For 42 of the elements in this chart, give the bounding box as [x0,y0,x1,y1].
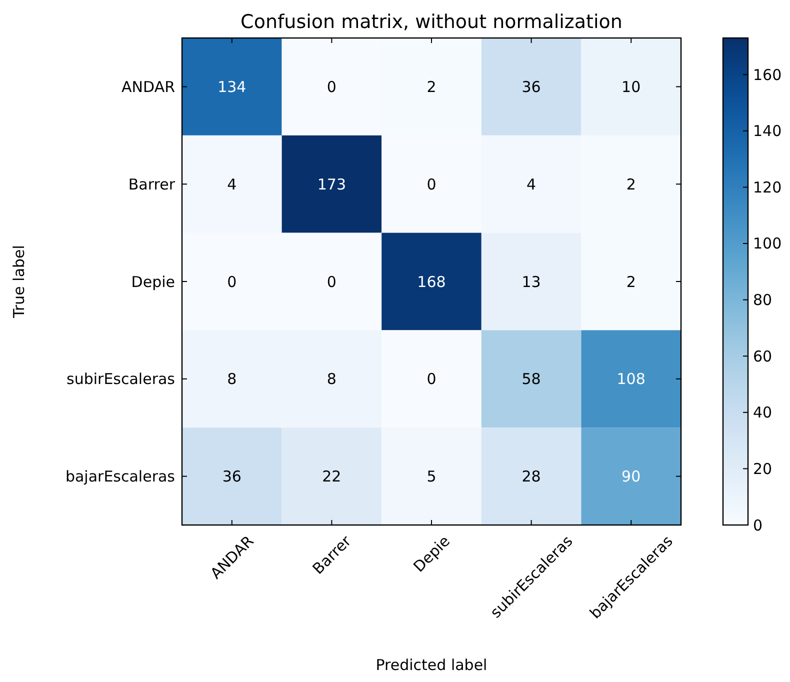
y-tick-label: Barrer [128,175,176,194]
x-axis-title: Predicted label [376,656,488,674]
color-bar-label: 60 [753,347,772,366]
data-label: 8 [227,370,237,388]
data-label: 2 [626,175,636,194]
data-label: 13 [522,272,541,291]
color-bar-label: 20 [753,460,772,478]
color-bar-label: 40 [753,404,772,422]
data-label: 4 [227,175,237,194]
data-label: 0 [426,370,436,388]
data-label: 58 [522,370,541,388]
y-tick-label: subirEscaleras [66,370,176,388]
y-tick-label: bajarEscaleras [65,468,176,486]
chart-title: Confusion matrix, without normalization [240,11,622,33]
data-label: 2 [426,78,436,96]
color-bar-label: 0 [753,516,763,534]
data-label: 5 [426,468,436,486]
data-label: 10 [622,78,641,96]
y-axis-title: True label [10,245,28,319]
color-bar-label: 140 [753,122,782,140]
color-bar-label: 80 [753,291,772,310]
data-label: 168 [417,272,446,291]
y-tick-label: ANDAR [122,78,175,96]
data-label: 108 [616,370,646,388]
data-label: 28 [522,468,541,486]
data-label: 22 [322,468,342,486]
color-bar-label: 100 [753,234,782,253]
data-label: 0 [426,175,436,194]
data-label: 0 [326,78,336,96]
data-label: 2 [626,272,636,291]
color-bar-label: 160 [753,66,782,84]
data-label: 0 [326,272,336,291]
data-label: 36 [522,78,541,96]
data-label: 0 [227,272,237,291]
data-label: 4 [526,175,536,194]
data-label: 90 [622,468,641,486]
color-bar-label: 120 [753,178,782,196]
data-label: 8 [326,370,336,388]
data-label: 173 [317,175,346,194]
data-label: 134 [218,78,246,96]
data-label: 36 [222,468,242,486]
y-tick-label: Depie [131,272,175,291]
